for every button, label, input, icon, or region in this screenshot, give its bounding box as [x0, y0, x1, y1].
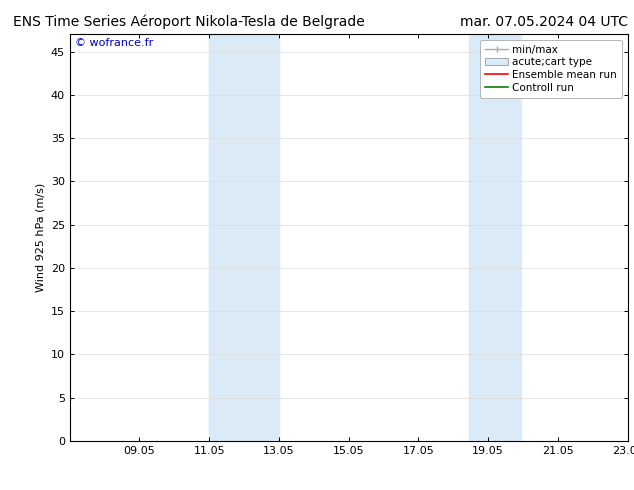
Text: © wofrance.fr: © wofrance.fr — [75, 38, 153, 49]
Text: ENS Time Series Aéroport Nikola-Tesla de Belgrade: ENS Time Series Aéroport Nikola-Tesla de… — [13, 15, 365, 29]
Text: mar. 07.05.2024 04 UTC: mar. 07.05.2024 04 UTC — [460, 15, 628, 29]
Bar — [469, 34, 521, 441]
Legend: min/max, acute;cart type, Ensemble mean run, Controll run: min/max, acute;cart type, Ensemble mean … — [480, 40, 623, 98]
Y-axis label: Wind 925 hPa (m/s): Wind 925 hPa (m/s) — [36, 183, 45, 292]
Bar — [209, 34, 279, 441]
